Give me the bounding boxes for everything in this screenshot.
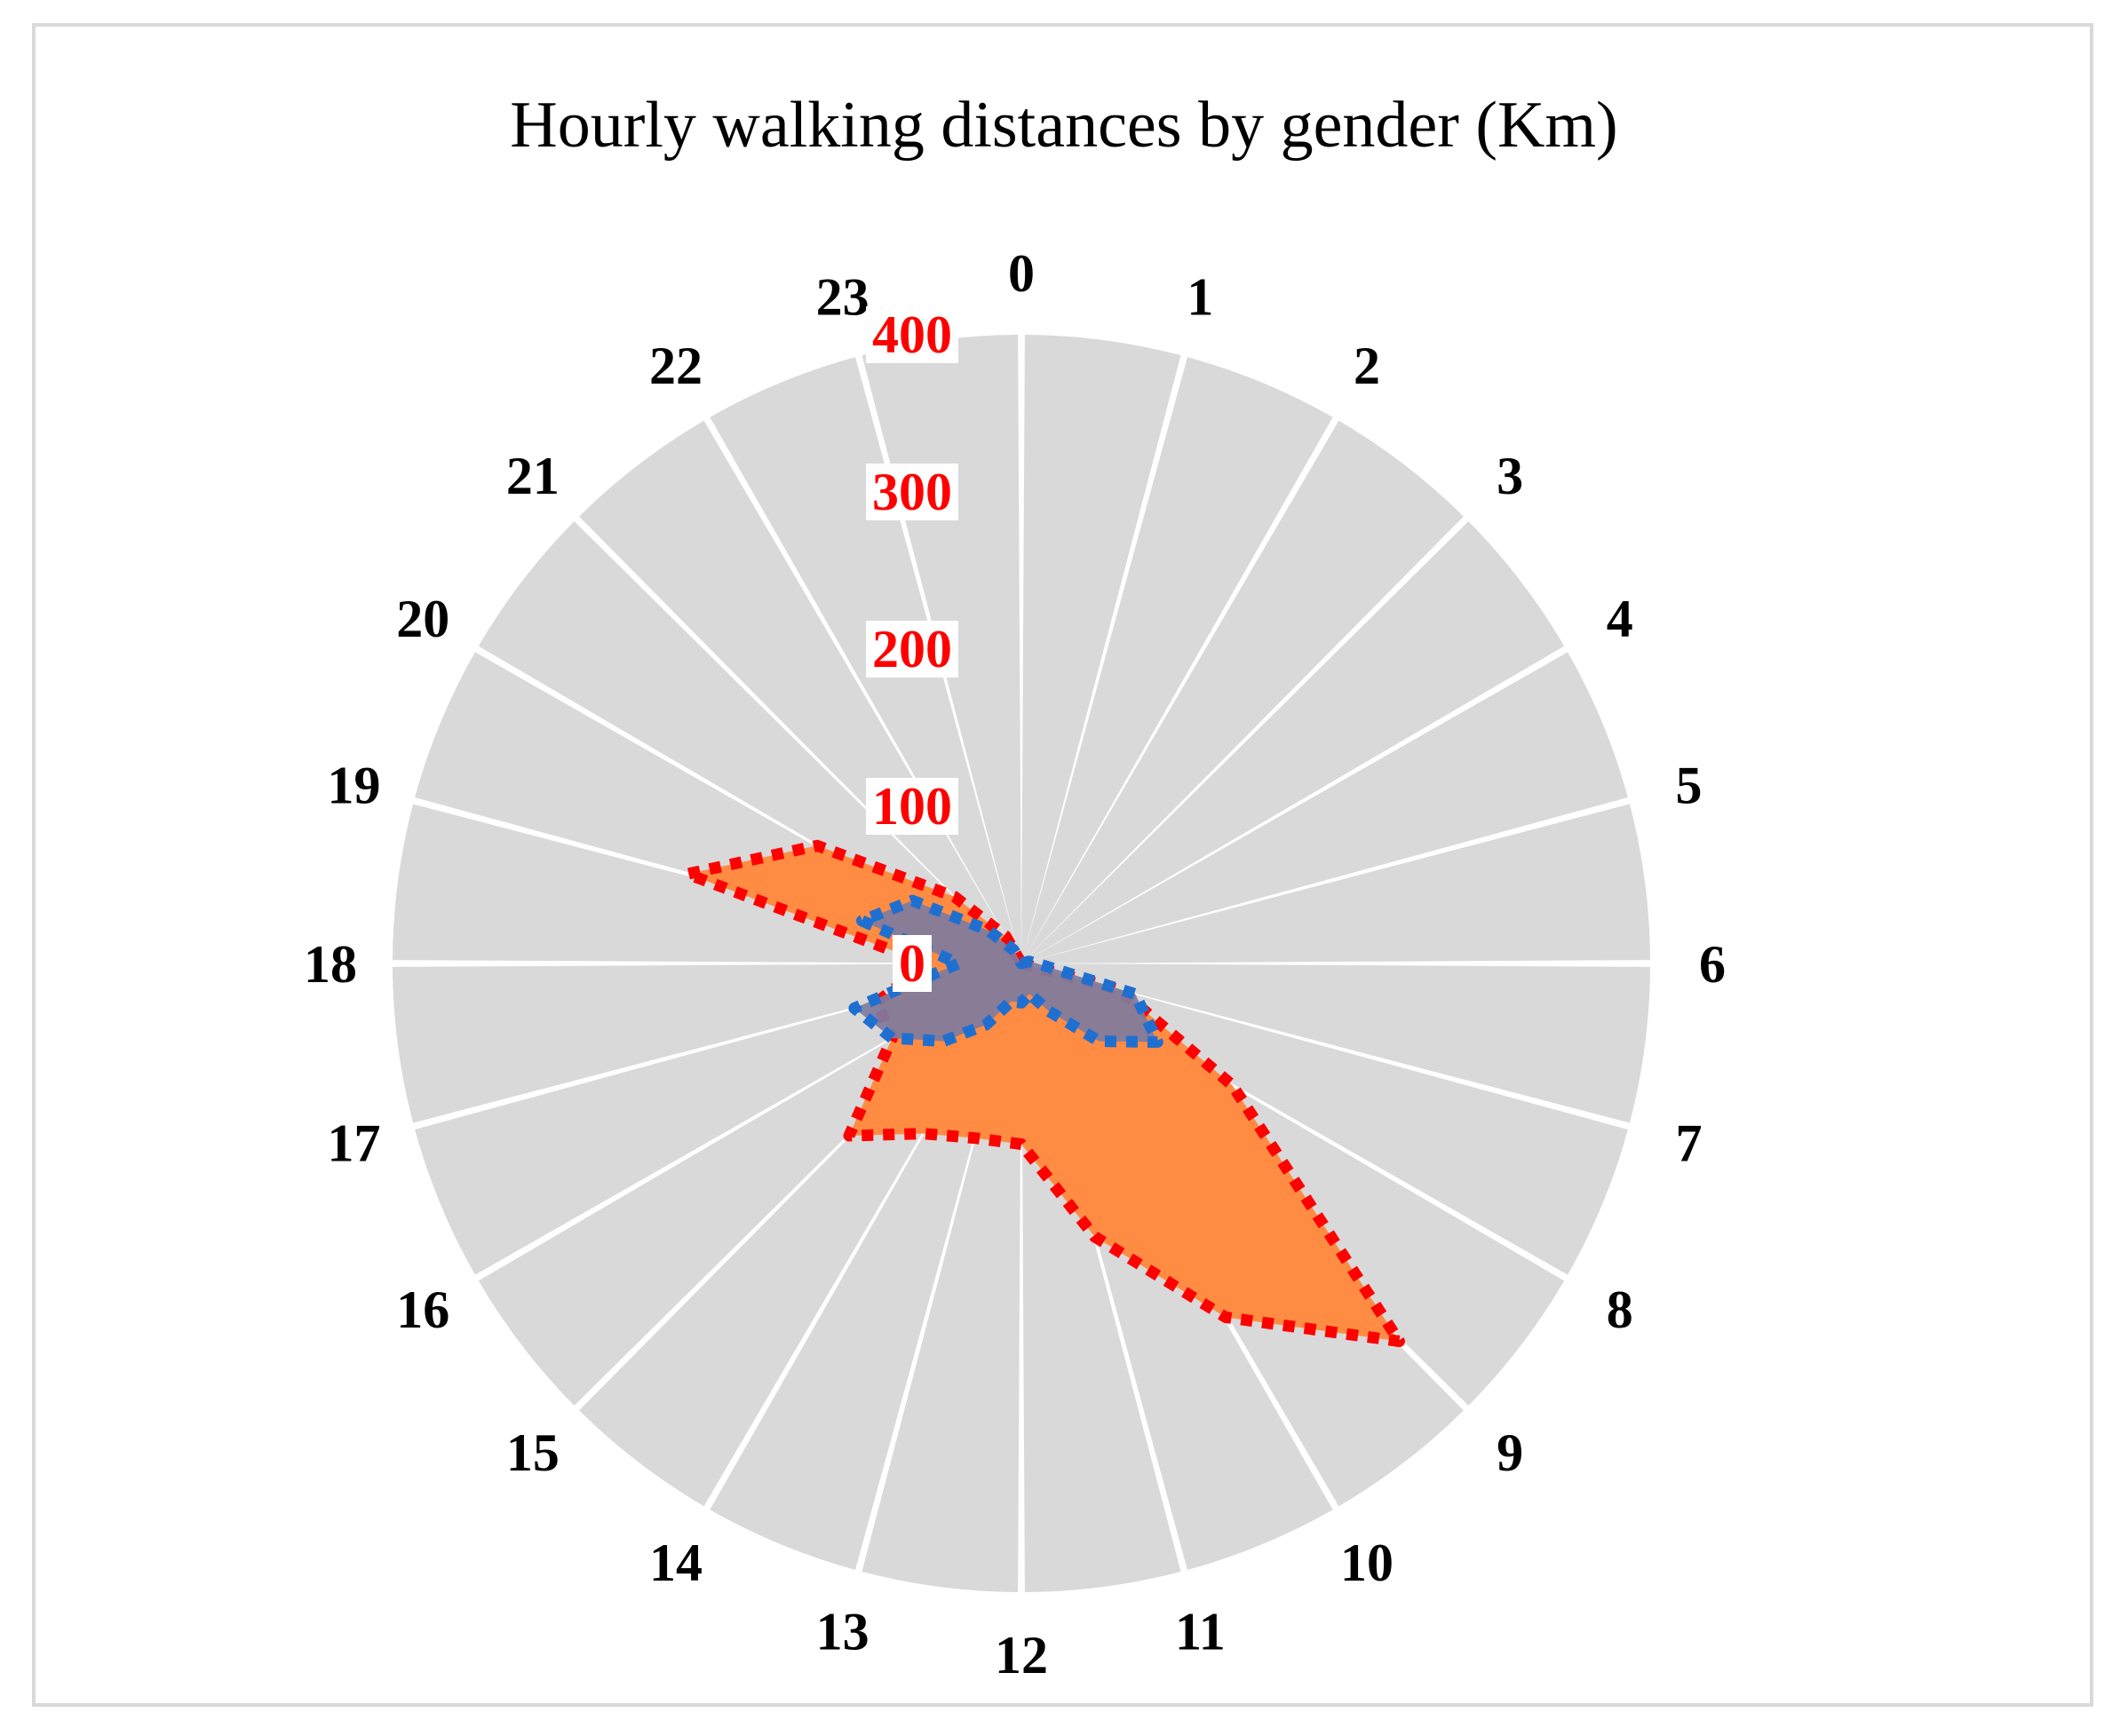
category-label: 4 (1607, 590, 1633, 648)
series-1-area (681, 839, 1405, 1347)
grid-sector (1021, 652, 1628, 963)
tick-label-bg (866, 306, 958, 363)
grid-sector (415, 963, 1022, 1275)
grid-sector (1021, 335, 1181, 963)
category-label: 16 (396, 1280, 449, 1339)
category-label: 21 (506, 447, 560, 505)
grid-sector (393, 963, 1021, 1123)
category-label: 13 (816, 1603, 869, 1661)
category-label: 8 (1607, 1280, 1633, 1339)
grid-sector (478, 521, 1021, 963)
tick-label-bg (866, 621, 958, 678)
radial-tick-label: 400 (872, 305, 952, 364)
category-label: 18 (304, 935, 357, 994)
category-label: 5 (1676, 757, 1703, 815)
category-label: 14 (649, 1534, 703, 1592)
grid-sector (1021, 357, 1333, 964)
category-label: 7 (1676, 1114, 1703, 1172)
tick-label-bg (893, 935, 932, 992)
radial-tick-labels: 0 100 200 300 400 (866, 305, 958, 993)
category-label: 2 (1354, 337, 1380, 395)
category-label: 0 (1008, 244, 1035, 303)
category-label: 15 (506, 1423, 560, 1482)
category-label: 9 (1497, 1423, 1523, 1482)
category-label: 1 (1187, 268, 1213, 327)
grid-sector (1021, 521, 1565, 963)
tick-label-bg (866, 464, 958, 520)
radial-tick-label: 0 (899, 934, 925, 993)
category-label: 6 (1699, 935, 1726, 994)
grid-sector (1021, 804, 1650, 963)
tick-label-bg (866, 778, 958, 835)
grid-sector (1021, 420, 1464, 963)
category-label: 17 (328, 1114, 381, 1172)
grid-sector (1021, 963, 1650, 1123)
category-label: 10 (1340, 1534, 1394, 1592)
category-label: 19 (328, 757, 381, 815)
category-label: 22 (649, 337, 703, 395)
category-label: 12 (995, 1626, 1048, 1684)
radial-tick-label: 200 (872, 620, 952, 678)
category-label: 20 (396, 590, 449, 648)
radial-tick-label: 100 (872, 777, 952, 836)
category-label: 11 (1175, 1603, 1226, 1661)
category-label: 3 (1497, 447, 1523, 505)
chart-title: Hourly walking distances by gender (Km) (510, 89, 1617, 162)
radial-tick-label: 300 (872, 463, 952, 521)
category-label: 23 (816, 268, 869, 327)
